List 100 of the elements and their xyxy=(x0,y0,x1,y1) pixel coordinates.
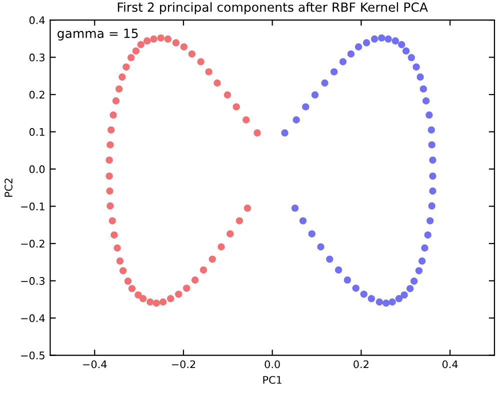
point xyxy=(429,187,436,195)
point xyxy=(317,243,324,250)
point xyxy=(395,295,403,302)
point xyxy=(174,290,182,298)
point xyxy=(114,244,121,252)
point xyxy=(159,298,167,306)
point xyxy=(418,257,426,265)
y-tick-label: 0.0 xyxy=(29,165,45,174)
point xyxy=(321,79,328,87)
point xyxy=(106,156,113,164)
point xyxy=(344,276,352,284)
point xyxy=(398,41,406,48)
chart-title: First 2 principal components after RBF Kernel PCA xyxy=(118,2,428,14)
point xyxy=(150,35,158,43)
point xyxy=(118,73,126,81)
point xyxy=(232,103,240,110)
point xyxy=(244,204,252,212)
point xyxy=(110,231,118,239)
point xyxy=(378,34,386,42)
point xyxy=(352,284,360,292)
y-tick-label: 0.1 xyxy=(29,128,44,136)
point xyxy=(110,111,117,119)
y-tick-label: 0.2 xyxy=(29,90,44,99)
point xyxy=(299,217,307,224)
point xyxy=(428,141,436,148)
point xyxy=(143,37,151,45)
point xyxy=(205,68,212,76)
point xyxy=(106,172,113,180)
point xyxy=(180,43,188,50)
point xyxy=(339,58,347,66)
point xyxy=(412,63,420,71)
point xyxy=(292,116,300,124)
point xyxy=(127,54,135,62)
point xyxy=(200,266,208,274)
y-tick-label: −0.1 xyxy=(21,202,44,210)
point xyxy=(106,187,114,195)
x-axis-title: PC1 xyxy=(263,376,282,384)
point xyxy=(429,156,436,164)
point xyxy=(426,111,433,119)
point xyxy=(166,295,174,302)
point xyxy=(122,63,130,71)
x-tick-label: 0.4 xyxy=(442,360,458,368)
point xyxy=(420,85,427,93)
point xyxy=(157,34,164,42)
point xyxy=(422,97,430,104)
point xyxy=(326,256,334,263)
point xyxy=(115,85,123,93)
point xyxy=(134,291,142,299)
y-axis-title: PC2 xyxy=(4,178,12,197)
point xyxy=(424,231,432,239)
point xyxy=(242,116,250,124)
point xyxy=(208,256,216,263)
point xyxy=(188,50,196,58)
point xyxy=(421,244,428,252)
point xyxy=(330,68,338,76)
point xyxy=(370,35,378,43)
point xyxy=(182,284,190,292)
point xyxy=(128,284,136,292)
point xyxy=(410,278,418,285)
point xyxy=(311,91,319,99)
point xyxy=(360,290,368,298)
point xyxy=(106,202,114,210)
point xyxy=(376,298,384,306)
x-tick-label: 0.0 xyxy=(264,360,280,368)
point xyxy=(347,50,355,58)
point xyxy=(428,202,436,210)
point xyxy=(291,204,299,212)
point xyxy=(428,126,435,134)
point xyxy=(416,73,424,81)
point xyxy=(254,129,261,137)
point xyxy=(197,58,204,66)
point xyxy=(137,41,144,48)
y-tick-label: 0.4 xyxy=(29,16,45,24)
x-tick-label: 0.2 xyxy=(354,360,368,368)
y-tick-label: −0.4 xyxy=(21,314,45,322)
point xyxy=(415,267,423,274)
point xyxy=(146,298,154,306)
y-tick-label: 0.3 xyxy=(29,54,45,62)
point xyxy=(106,141,114,148)
point xyxy=(308,230,316,238)
point xyxy=(302,103,310,110)
point xyxy=(382,300,390,307)
point xyxy=(214,79,221,87)
point xyxy=(119,267,127,274)
x-tick-label: −0.4 xyxy=(83,360,107,368)
y-tick-label: −0.2 xyxy=(21,240,44,248)
point xyxy=(384,35,392,43)
point xyxy=(132,47,140,55)
point xyxy=(281,129,288,137)
y-tick-label: −0.5 xyxy=(21,352,44,360)
x-tick-label: −0.2 xyxy=(172,360,196,368)
point xyxy=(172,39,180,46)
point xyxy=(152,300,160,307)
annotation: gamma = 15 xyxy=(58,28,138,41)
point xyxy=(426,217,434,224)
point xyxy=(408,54,415,62)
point xyxy=(406,284,414,292)
point xyxy=(218,243,225,250)
point xyxy=(354,43,362,50)
point xyxy=(139,295,147,302)
